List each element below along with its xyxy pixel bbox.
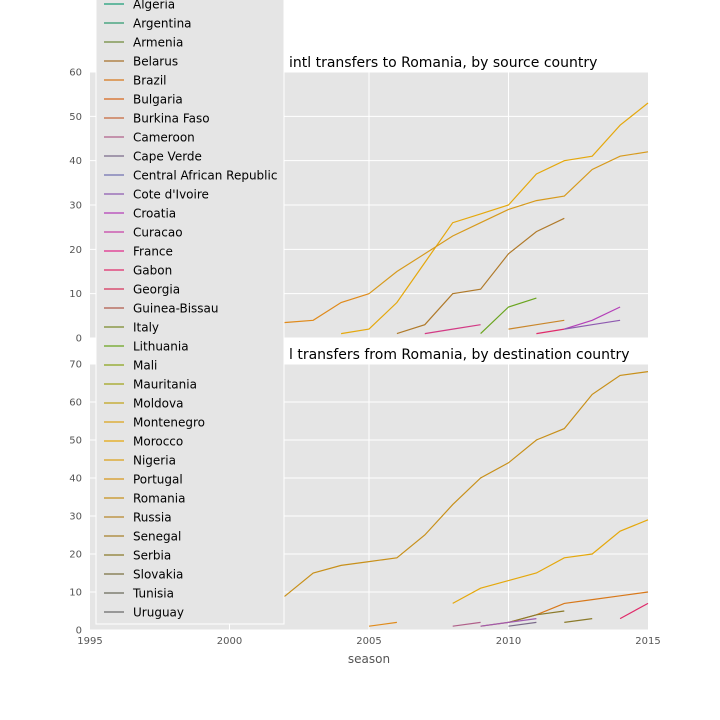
series-line xyxy=(396,217,565,335)
y-tick-label: 60 xyxy=(69,398,82,409)
series-line xyxy=(257,371,649,616)
legend-label: Cape Verde xyxy=(133,150,202,164)
y-tick-label: 30 xyxy=(69,512,82,523)
legend-label: Senegal xyxy=(133,530,181,544)
legend-label: Slovakia xyxy=(133,568,183,582)
legend-label: Cameroon xyxy=(133,131,195,145)
series-line xyxy=(424,324,481,335)
chart-title: l transfers from Romania, by destination… xyxy=(289,347,630,363)
y-tick-label: 70 xyxy=(69,360,82,371)
x-tick-label: 2010 xyxy=(496,636,521,647)
y-tick-label: 20 xyxy=(69,245,82,256)
series-line xyxy=(368,621,397,627)
y-tick-label: 0 xyxy=(76,334,82,345)
legend-label: Italy xyxy=(133,321,159,335)
y-tick-label: 50 xyxy=(69,112,82,123)
legend-label: Cote d'Ivoire xyxy=(133,188,209,202)
y-tick-label: 40 xyxy=(69,156,82,167)
legend-label: Nigeria xyxy=(133,454,176,468)
legend-label: Mauritania xyxy=(133,378,197,392)
series-line xyxy=(480,618,537,627)
y-tick-label: 0 xyxy=(76,626,82,637)
series-line xyxy=(341,102,649,335)
y-tick-label: 10 xyxy=(69,289,82,300)
series-line xyxy=(508,621,537,627)
x-tick-label: 2015 xyxy=(635,636,660,647)
x-tick-label: 2005 xyxy=(356,636,381,647)
legend-label: Tunisia xyxy=(132,587,174,601)
y-tick-label: 30 xyxy=(69,201,82,212)
y-tick-label: 40 xyxy=(69,474,82,485)
series-line xyxy=(564,618,593,623)
series-line xyxy=(536,591,649,616)
legend-label: Montenegro xyxy=(133,416,205,430)
legend-label: Portugal xyxy=(133,473,183,487)
series-line xyxy=(564,306,621,330)
x-tick-label: 1995 xyxy=(77,636,102,647)
x-axis-label: season xyxy=(348,652,390,666)
series-line xyxy=(368,151,649,295)
legend-label: Uruguay xyxy=(133,606,184,620)
legend-label: France xyxy=(133,245,173,259)
series-line xyxy=(452,519,649,604)
legend-label: Guinea-Bissau xyxy=(133,302,219,316)
y-tick-label: 20 xyxy=(69,550,82,561)
legend-label: Belarus xyxy=(133,55,178,69)
legend-label: Georgia xyxy=(133,283,180,297)
series-line xyxy=(536,328,565,335)
legend-label: Brazil xyxy=(133,74,167,88)
series-line xyxy=(452,621,481,627)
legend-label: Argentina xyxy=(133,17,192,31)
legend-label: Moldova xyxy=(133,397,183,411)
legend-label: Burkina Faso xyxy=(133,112,210,126)
chart-title: intl transfers to Romania, by source cou… xyxy=(289,55,597,71)
series-line xyxy=(564,319,621,330)
legend-label: Russia xyxy=(133,511,172,525)
x-tick-label: 2000 xyxy=(217,636,242,647)
series-line xyxy=(508,319,565,330)
legend-box xyxy=(95,0,285,625)
y-tick-label: 60 xyxy=(69,68,82,79)
legend-label: Lithuania xyxy=(133,340,189,354)
legend-label: Mali xyxy=(133,359,157,373)
legend-label: Bulgaria xyxy=(133,93,183,107)
series-line xyxy=(619,602,649,620)
series-line xyxy=(508,610,565,623)
y-tick-label: 50 xyxy=(69,436,82,447)
legend-label: Romania xyxy=(133,492,185,506)
series-line xyxy=(480,297,537,335)
legend-label: Serbia xyxy=(133,549,171,563)
legend: Algeria Argentina Armenia Belarus Brazil Bulg… xyxy=(95,0,285,625)
legend-label: Gabon xyxy=(133,264,172,278)
legend-label: Algeria xyxy=(133,0,175,12)
legend-label: Armenia xyxy=(133,36,183,50)
y-tick-label: 10 xyxy=(69,588,82,599)
legend-label: Morocco xyxy=(133,435,183,449)
legend-label: Central African Republic xyxy=(133,169,277,183)
legend-label: Croatia xyxy=(133,207,176,221)
legend-label: Curacao xyxy=(133,226,183,240)
